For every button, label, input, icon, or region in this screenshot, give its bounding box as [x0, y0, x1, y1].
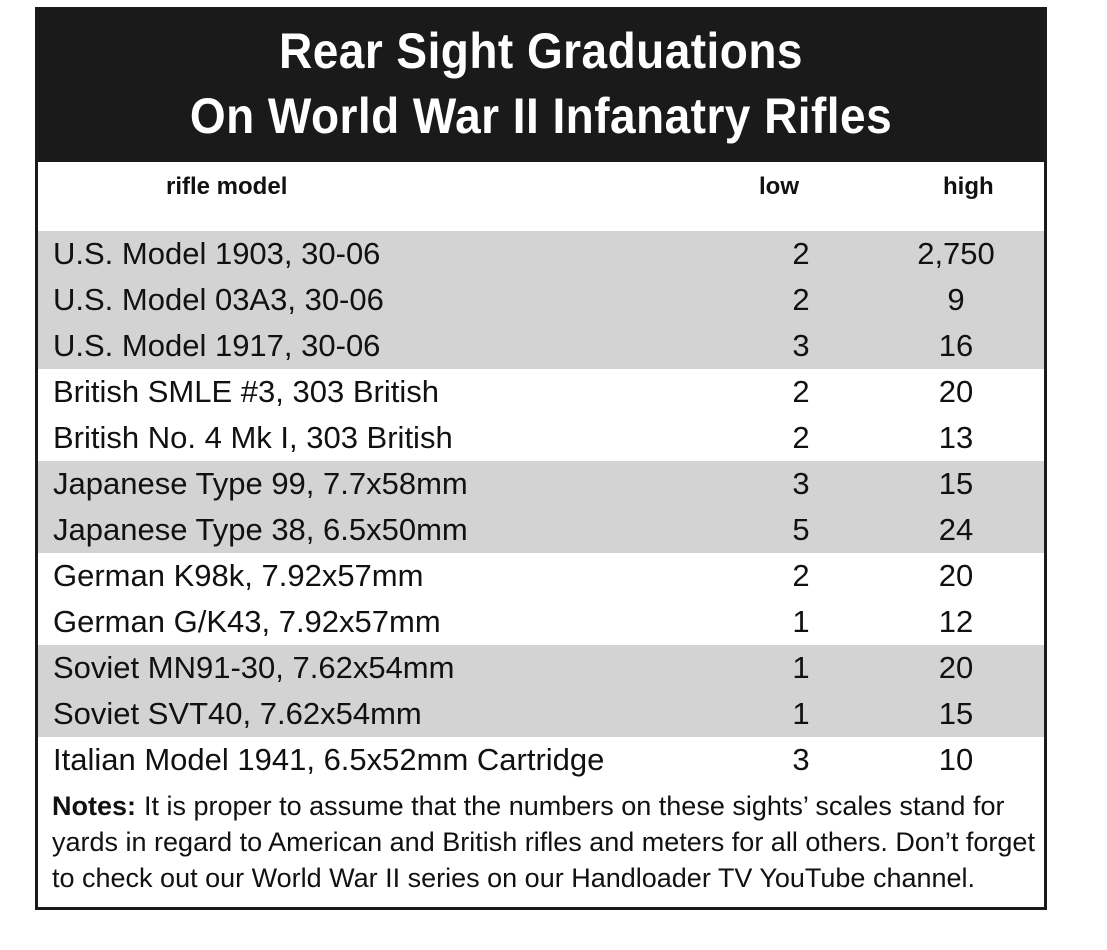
table-row: German K98k, 7.92x57mm 2 20	[38, 553, 1044, 599]
cell-low: 2	[792, 420, 810, 455]
cell-rifle-model: U.S. Model 1903, 30-06	[38, 231, 713, 277]
table-row: Japanese Type 99, 7.7x58mm 3 15	[38, 461, 1044, 507]
cell-high: 20	[938, 558, 974, 593]
cell-high: 9	[886, 277, 1044, 323]
header-rifle-model: rifle model	[166, 173, 288, 200]
notes: Notes: It is proper to assume that the nu…	[52, 788, 1037, 896]
table-row: U.S. Model 1903, 30-06 2 2,750	[38, 231, 1044, 277]
cell-low: 2	[792, 558, 810, 593]
table-row: Japanese Type 38, 6.5x50mm 5 24	[38, 507, 1044, 553]
column-header-row: rifle model low high	[38, 173, 1044, 219]
cell-high: 16	[886, 323, 1044, 369]
cell-rifle-model: German K98k, 7.92x57mm	[53, 558, 424, 593]
notes-text: It is proper to assume that the numbers …	[52, 791, 1035, 893]
cell-low: 3	[713, 323, 886, 369]
header-low: low	[759, 173, 799, 200]
cell-high: 2,750	[886, 231, 1044, 277]
cell-high: 20	[938, 374, 974, 409]
cell-low: 2	[713, 277, 886, 323]
cell-low: 2	[713, 231, 886, 277]
cell-high: 12	[938, 604, 974, 639]
notes-label: Notes:	[52, 791, 137, 821]
data-table-body: U.S. Model 1903, 30-06 2 2,750 U.S. Model 0…	[38, 231, 1044, 783]
data-table: U.S. Model 1903, 30-06 2 2,750 U.S. Model 0…	[38, 231, 1044, 783]
cell-rifle-model: Soviet MN91-30, 7.62x54mm	[38, 645, 713, 691]
table-row: German G/K43, 7.92x57mm 1 12	[38, 599, 1044, 645]
table-row: British No. 4 Mk I, 303 British 2 13	[38, 415, 1044, 461]
cell-low: 3	[792, 742, 810, 777]
table-row: Soviet SVT40, 7.62x54mm 1 15	[38, 691, 1044, 737]
table-row: British SMLE #3, 303 British 2 20	[38, 369, 1044, 415]
table-row: Italian Model 1941, 6.5x52mm Cartridge 3 1…	[38, 737, 1044, 783]
header-high: high	[943, 173, 994, 200]
cell-rifle-model: Italian Model 1941, 6.5x52mm Cartridge	[53, 742, 605, 777]
cell-low: 3	[713, 461, 886, 507]
table-row: U.S. Model 1917, 30-06 3 16	[38, 323, 1044, 369]
cell-rifle-model: British No. 4 Mk I, 303 British	[53, 420, 453, 455]
cell-rifle-model: German G/K43, 7.92x57mm	[53, 604, 441, 639]
cell-rifle-model: Japanese Type 99, 7.7x58mm	[38, 461, 713, 507]
cell-low: 5	[713, 507, 886, 553]
cell-high: 15	[886, 461, 1044, 507]
cell-high: 20	[886, 645, 1044, 691]
title-bar: Rear Sight Graduations On World War II I…	[38, 10, 1044, 162]
cell-low: 1	[792, 604, 810, 639]
cell-high: 24	[886, 507, 1044, 553]
cell-low: 2	[792, 374, 810, 409]
cell-high: 13	[938, 420, 974, 455]
cell-low: 1	[713, 645, 886, 691]
table-row: Soviet MN91-30, 7.62x54mm 1 20	[38, 645, 1044, 691]
table-frame: Rear Sight Graduations On World War II I…	[35, 7, 1047, 910]
title-line-1: Rear Sight Graduations	[279, 23, 803, 79]
cell-high: 15	[886, 691, 1044, 737]
cell-rifle-model: U.S. Model 03A3, 30-06	[38, 277, 713, 323]
cell-high: 10	[938, 742, 974, 777]
cell-rifle-model: Japanese Type 38, 6.5x50mm	[38, 507, 713, 553]
cell-rifle-model: Soviet SVT40, 7.62x54mm	[38, 691, 713, 737]
cell-low: 1	[713, 691, 886, 737]
cell-rifle-model: U.S. Model 1917, 30-06	[38, 323, 713, 369]
title-line-2: On World War II Infanatry Rifles	[189, 88, 893, 144]
table-row: U.S. Model 03A3, 30-06 2 9	[38, 277, 1044, 323]
cell-rifle-model: British SMLE #3, 303 British	[53, 374, 439, 409]
